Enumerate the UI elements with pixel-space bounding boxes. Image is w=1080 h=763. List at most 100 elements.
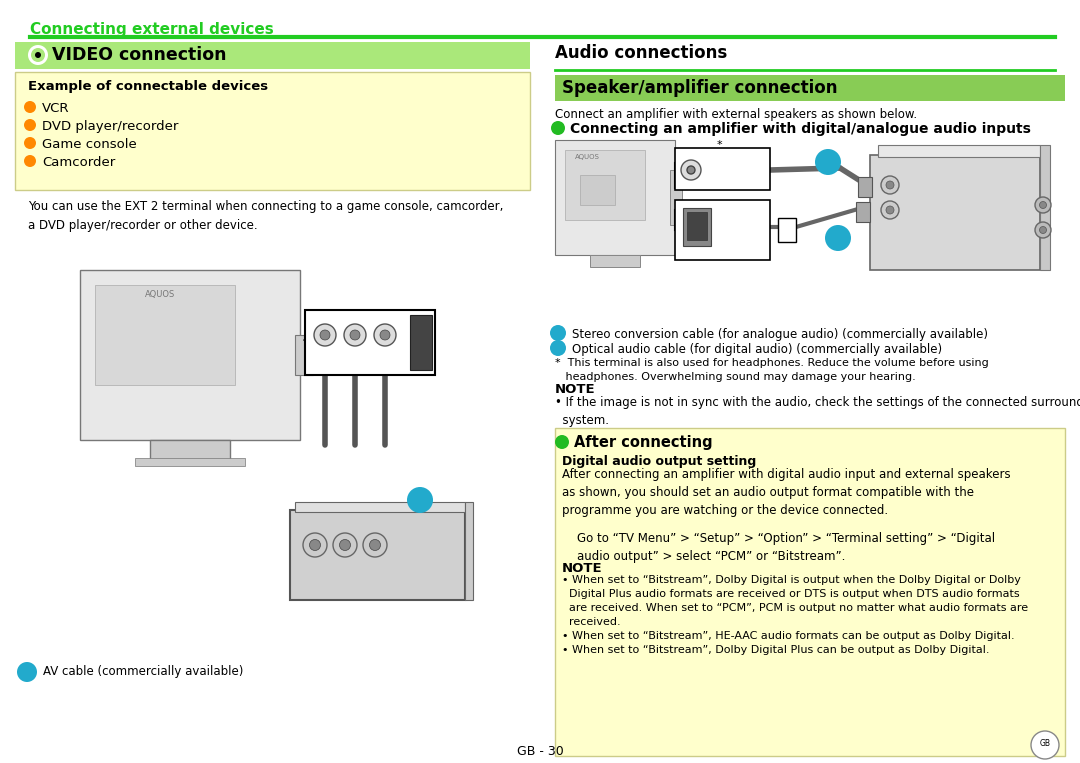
Text: 2: 2 (833, 231, 842, 245)
Circle shape (314, 324, 336, 346)
Circle shape (1035, 222, 1051, 238)
Circle shape (363, 533, 387, 557)
Circle shape (1039, 227, 1047, 233)
Text: 1: 1 (823, 155, 833, 169)
Text: *: * (717, 140, 723, 150)
Circle shape (31, 48, 45, 62)
Text: *  This terminal is also used for headphones. Reduce the volume before using
   : * This terminal is also used for headpho… (555, 358, 989, 382)
Bar (675, 148, 770, 190)
Circle shape (407, 487, 433, 513)
Bar (858, 177, 872, 197)
Bar (555, 428, 1065, 756)
Text: Digital audio output setting: Digital audio output setting (562, 455, 756, 468)
Text: GB: GB (1039, 739, 1051, 748)
Text: Connect an amplifier with external speakers as shown below.: Connect an amplifier with external speak… (555, 108, 917, 121)
Text: R-AUDIO-L: R-AUDIO-L (310, 352, 346, 358)
Bar (15, 72, 530, 190)
Text: VIDEO: VIDEO (375, 565, 396, 571)
Text: Speaker/amplifier connection: Speaker/amplifier connection (562, 79, 837, 97)
Text: After connecting an amplifier with digital audio input and external speakers
as : After connecting an amplifier with digit… (562, 468, 1011, 517)
Bar (555, 140, 675, 255)
Bar (410, 315, 432, 370)
Circle shape (687, 166, 696, 174)
Bar (135, 458, 245, 466)
Bar (555, 75, 1065, 101)
Text: NOTE: NOTE (562, 562, 603, 575)
Circle shape (24, 119, 36, 131)
Circle shape (555, 435, 569, 449)
Text: AUDIO (L/R): AUDIO (L/R) (702, 168, 743, 175)
Text: Go to “TV Menu” > “Setup” > “Option” > “Terminal setting” > “Digital
    audio o: Go to “TV Menu” > “Setup” > “Option” > “… (562, 532, 995, 563)
Text: After connecting: After connecting (573, 435, 713, 450)
Circle shape (28, 45, 48, 65)
Text: 2: 2 (555, 343, 562, 353)
Text: • If the image is not in sync with the audio, check the settings of the connecte: • If the image is not in sync with the a… (555, 396, 1080, 427)
Text: Example of connectable devices: Example of connectable devices (28, 80, 268, 93)
Bar (313, 340, 321, 368)
Text: VIDEO connection: VIDEO connection (52, 46, 227, 64)
Text: Stereo conversion cable (for analogue audio) (commercially available): Stereo conversion cable (for analogue au… (572, 328, 988, 341)
Circle shape (825, 225, 851, 251)
Bar (580, 175, 615, 205)
Bar (870, 155, 1040, 270)
Circle shape (551, 121, 565, 135)
Bar (670, 170, 681, 225)
Circle shape (35, 52, 41, 58)
Circle shape (303, 533, 327, 557)
Text: AQUOS: AQUOS (145, 290, 175, 299)
Bar (590, 255, 640, 267)
Text: DVD player/recorder: DVD player/recorder (42, 120, 178, 133)
Text: Optical audio cable (for digital audio) (commercially available): Optical audio cable (for digital audio) … (572, 343, 942, 356)
Text: Connecting external devices: Connecting external devices (30, 22, 273, 37)
Text: GB - 30: GB - 30 (516, 745, 564, 758)
Bar (295, 335, 313, 375)
Bar (150, 440, 230, 460)
Circle shape (1031, 731, 1059, 759)
Text: OUTPUT: OUTPUT (705, 156, 743, 165)
Circle shape (310, 539, 321, 550)
Circle shape (881, 201, 899, 219)
Text: Audio connections: Audio connections (555, 44, 727, 62)
Text: VIDEO: VIDEO (372, 352, 394, 358)
Circle shape (550, 325, 566, 341)
Text: 1: 1 (415, 493, 424, 507)
Text: • When set to “Bitstream”, Dolby Digital is output when the Dolby Digital or Dol: • When set to “Bitstream”, Dolby Digital… (562, 575, 1028, 655)
Text: 1: 1 (23, 667, 31, 680)
Bar (856, 202, 870, 222)
Bar (778, 218, 796, 242)
Text: 1: 1 (555, 328, 562, 338)
Bar (80, 270, 300, 440)
Text: R-AUDIO-L: R-AUDIO-L (302, 565, 338, 571)
Bar (15, 42, 530, 69)
Circle shape (350, 330, 360, 340)
Bar (291, 510, 465, 600)
Circle shape (1035, 197, 1051, 213)
Circle shape (815, 149, 841, 175)
Text: You can use the EXT 2 terminal when connecting to a game console, camcorder,
a D: You can use the EXT 2 terminal when conn… (28, 200, 503, 232)
Bar (465, 502, 473, 600)
Text: Game console: Game console (42, 138, 137, 151)
Circle shape (333, 533, 357, 557)
Circle shape (886, 206, 894, 214)
Text: DIGITAL
AUDIO
OUTPUT: DIGITAL AUDIO OUTPUT (717, 210, 745, 231)
Bar (565, 150, 645, 220)
Text: NOTE: NOTE (555, 383, 596, 396)
Circle shape (681, 160, 701, 180)
Circle shape (24, 137, 36, 149)
Bar (95, 285, 235, 385)
Bar (305, 310, 435, 375)
Circle shape (380, 330, 390, 340)
Circle shape (369, 539, 380, 550)
Circle shape (320, 330, 330, 340)
Bar (295, 502, 465, 512)
Bar (683, 208, 711, 246)
Text: VCR: VCR (42, 102, 69, 115)
Text: Camcorder: Camcorder (42, 156, 116, 169)
Bar (675, 200, 770, 260)
Circle shape (345, 324, 366, 346)
Circle shape (24, 155, 36, 167)
Text: Connecting an amplifier with digital/analogue audio inputs: Connecting an amplifier with digital/ana… (570, 122, 1031, 136)
Text: AQUOS: AQUOS (575, 154, 599, 160)
Text: EXT
  2: EXT 2 (411, 328, 423, 339)
Circle shape (881, 176, 899, 194)
